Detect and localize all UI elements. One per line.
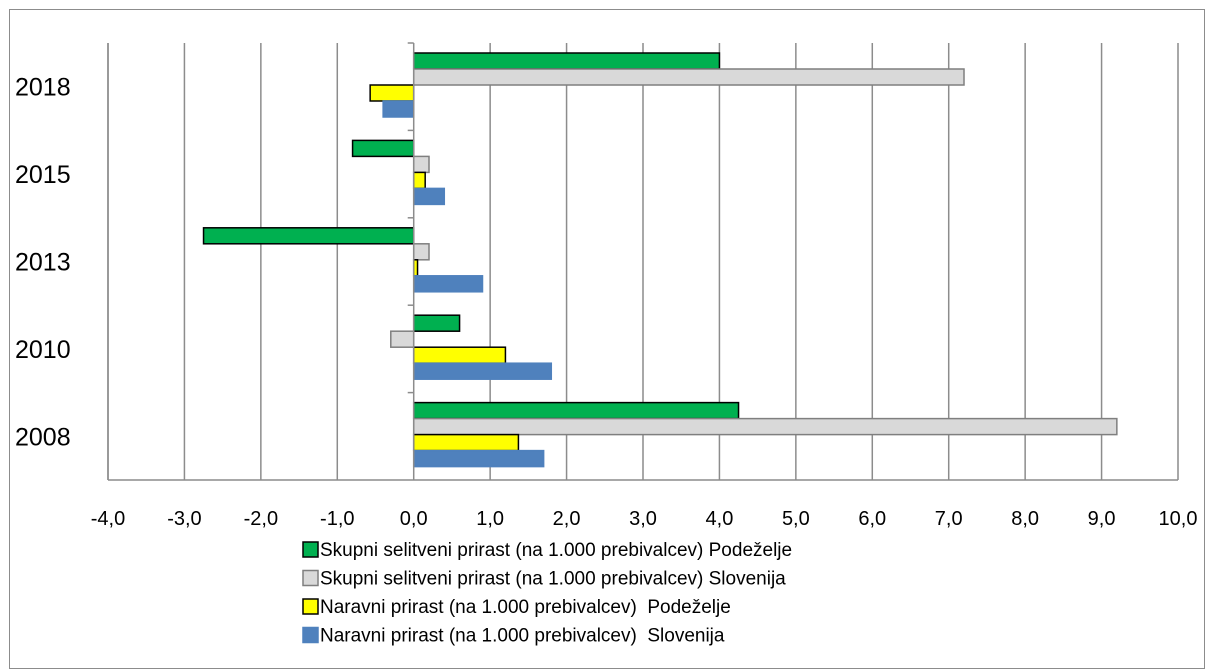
axes: [107, 42, 1178, 481]
bar-2008-series-4: [412, 449, 545, 468]
x-tick-label: 6,0: [858, 508, 886, 530]
bar-2010-series-3: [412, 346, 507, 364]
x-tick-label: -1,0: [320, 508, 354, 530]
legend-label: Skupni selitveni prirast (na 1.000 prebi…: [320, 569, 786, 590]
bar-2010-series-4: [412, 362, 553, 380]
x-tick-label: 8,0: [1011, 508, 1039, 530]
x-tick-label: 9,0: [1088, 508, 1116, 530]
legend-label: Skupni selitveni prirast (na 1.000 prebi…: [320, 540, 792, 561]
tick-labels: -4,0 -3,0 -2,0 -1,0 0,0 1,0 2,0 3,0 4,0 5,0 6,0 7,0…: [15, 74, 1197, 530]
bar-2008-series-2: [412, 417, 1118, 436]
bar-2013-series-4: [412, 275, 484, 293]
x-tick-label: -2,0: [244, 508, 278, 530]
y-category-label: 2013: [15, 249, 71, 277]
bar-2018-series-2: [412, 68, 965, 86]
bar-2018-series-1: [412, 52, 721, 70]
x-tick-label: -3,0: [167, 508, 201, 530]
bar-2015-series-4: [412, 187, 446, 206]
legend-swatch: [302, 541, 319, 558]
x-tick-label: 0,0: [400, 508, 428, 530]
y-category-label: 2015: [15, 161, 71, 189]
x-tick-label: 10,0: [1159, 508, 1198, 530]
legend-swatch: [302, 598, 319, 615]
bar-2010-series-2: [390, 330, 415, 348]
x-tick-label: -4,0: [91, 508, 125, 530]
bar-2015-series-1: [351, 139, 415, 158]
legend-label: Naravni prirast (na 1.000 prebivalcev) P…: [320, 597, 731, 618]
bar-2018-series-4: [382, 100, 415, 118]
bar-2015-series-2: [412, 155, 430, 174]
y-category-label: 2018: [15, 74, 71, 102]
bar-2013-series-1: [202, 227, 415, 245]
x-tick-label: 4,0: [706, 508, 734, 530]
legend-swatch: [302, 569, 319, 587]
legend-swatch: [302, 626, 319, 644]
x-tick-label: 3,0: [629, 508, 657, 530]
y-category-label: 2008: [15, 423, 71, 451]
bar-2008-series-3: [412, 433, 520, 452]
bar-2008-series-1: [412, 401, 740, 420]
legend-label: Naravni prirast (na 1.000 prebivalcev) S…: [320, 626, 725, 647]
bar-2018-series-3: [369, 84, 415, 102]
x-tick-label: 7,0: [935, 508, 963, 530]
bars: [202, 52, 1118, 468]
chart-frame: [9, 9, 1205, 669]
bar-2013-series-2: [412, 243, 430, 261]
legend: Skupni selitveni prirast (na 1.000 prebi…: [302, 540, 792, 647]
y-category-label: 2010: [15, 336, 71, 364]
bar-2010-series-1: [412, 314, 461, 332]
x-tick-label: 2,0: [553, 508, 581, 530]
x-tick-label: 5,0: [782, 508, 810, 530]
x-tick-label: 1,0: [476, 508, 504, 530]
bar-2015-series-3: [412, 171, 426, 190]
